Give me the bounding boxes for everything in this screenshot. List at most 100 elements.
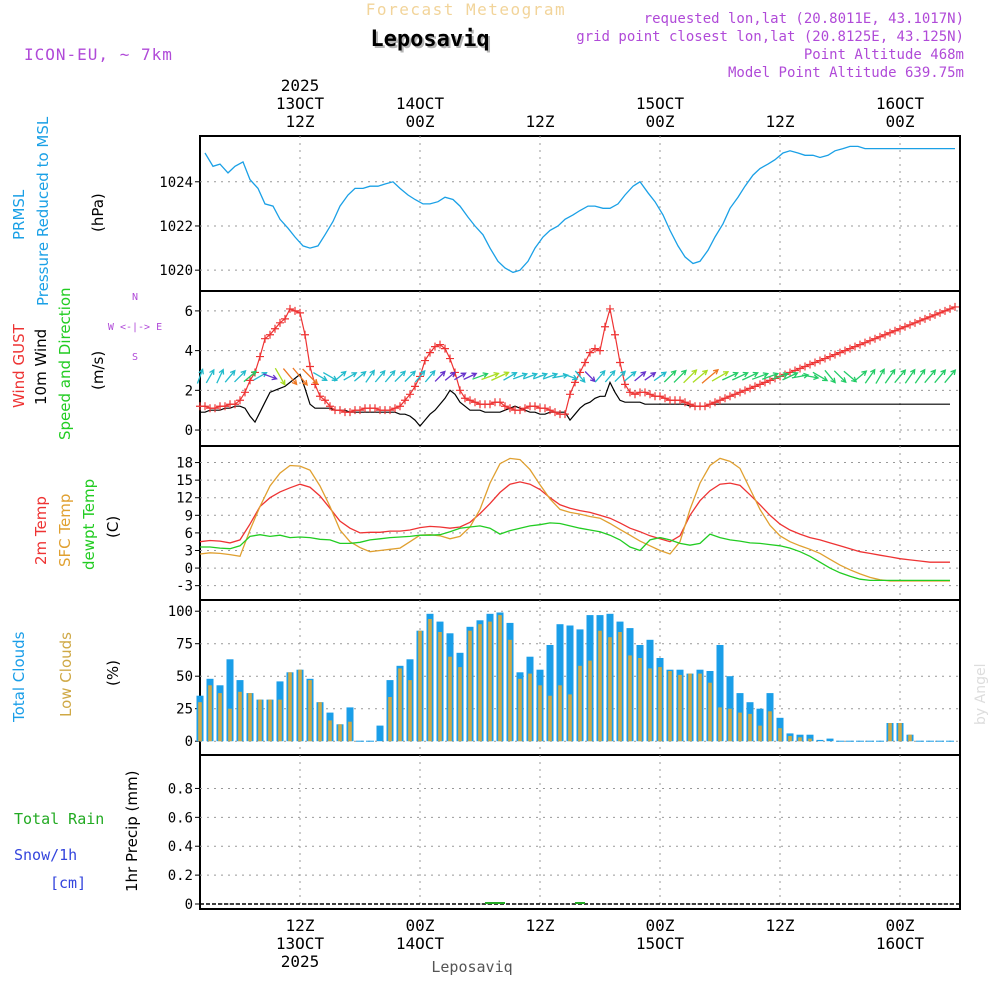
wind-arrow — [653, 371, 667, 382]
gust-marker — [756, 380, 764, 389]
wind-arrow — [604, 369, 616, 383]
wind-arrow — [683, 369, 698, 384]
wind-arrow — [562, 373, 579, 381]
gust-marker — [401, 396, 409, 405]
wind-arrow — [196, 368, 204, 384]
gust-marker — [686, 400, 694, 409]
bottom-time-label: 12Z — [286, 916, 315, 935]
wind-arrow — [374, 369, 386, 383]
y-tick-label: 18 — [176, 456, 193, 472]
y-tick-label: 1020 — [159, 263, 193, 279]
wind-arrow — [904, 368, 916, 384]
gust-marker — [901, 322, 909, 331]
y-tick-label: 0 — [185, 423, 193, 439]
low-cloud-bar — [438, 632, 442, 742]
wind-speed-line — [200, 373, 950, 428]
gust-marker — [421, 356, 429, 365]
gust-marker — [561, 410, 569, 419]
temp-line-2m-temp — [199, 481, 950, 563]
total-cloud-bar — [826, 738, 834, 742]
low-cloud-bar — [678, 674, 682, 742]
gust-marker — [406, 390, 414, 399]
gust-marker — [766, 376, 774, 385]
speed-dir-label: Speed and Direction — [56, 287, 74, 440]
gust-marker — [716, 396, 724, 405]
low-cloud-bar — [708, 682, 712, 742]
gust-marker — [541, 404, 549, 413]
low-cloud-bar — [518, 678, 522, 742]
gust-marker — [516, 406, 524, 415]
gust-marker — [391, 404, 399, 413]
gust-marker — [461, 394, 469, 403]
low-cloud-bar — [508, 639, 512, 742]
gridpoint-coords: grid point closest lon,lat (20.8125E, 43… — [576, 29, 964, 45]
cloud-labels: Total Clouds Low Clouds (%) — [10, 631, 122, 723]
gust-marker — [951, 302, 959, 311]
wind-arrow — [761, 372, 780, 380]
gust-marker — [726, 392, 734, 401]
low-cloud-bar — [538, 685, 542, 742]
low-cloud-bar — [448, 656, 452, 742]
bottom-time-label: 00Z — [886, 916, 915, 935]
top-time-label: 15OCT — [636, 94, 685, 113]
low-cloud-bar — [668, 671, 672, 742]
low-cloud-bar — [198, 702, 202, 742]
wind-arrow — [481, 371, 500, 381]
cloud-ylabel: (%) — [104, 660, 122, 686]
wind-arrow — [292, 367, 308, 386]
gust-marker — [606, 304, 614, 313]
gust-marker — [741, 386, 749, 395]
temp-line-sfc-temp — [199, 457, 950, 582]
low-cloud-bar — [898, 723, 902, 742]
gust-marker — [566, 390, 574, 399]
total-cloud-bar — [756, 708, 764, 742]
low-cloud-bar — [418, 630, 422, 742]
gust-marker — [886, 328, 894, 337]
gust-marker — [826, 352, 834, 361]
wind-arrow — [864, 368, 876, 384]
wind-arrow — [224, 369, 236, 383]
gust-marker — [501, 402, 509, 411]
top-time-label: 00Z — [406, 112, 435, 131]
wind-arrow — [934, 369, 947, 384]
gust-marker — [446, 354, 454, 363]
gust-marker — [931, 310, 939, 319]
low-cloud-bar — [588, 660, 592, 742]
compass-we: W <-|-> E — [108, 322, 162, 333]
gust-marker — [211, 404, 219, 413]
gust-marker — [431, 342, 439, 351]
wind-arrow — [322, 372, 338, 381]
precip-labels: Total Rain Snow/1h [cm] 1hr Precip (mm) — [14, 771, 141, 892]
gust-marker — [441, 344, 449, 353]
gust-marker — [661, 394, 669, 403]
low-cloud-bar — [748, 713, 752, 742]
low-cloud-bar — [258, 699, 262, 742]
low-cloud-bar — [498, 615, 502, 742]
gust-marker — [471, 398, 479, 407]
total-rain-label: Total Rain — [14, 810, 104, 828]
dewpt-label: dewpt Temp — [80, 479, 98, 570]
wind-arrow — [343, 372, 358, 381]
wind-arrow — [751, 372, 770, 380]
wind-arrow — [243, 370, 258, 383]
low-cloud-bar — [788, 736, 792, 742]
gust-marker — [506, 404, 514, 413]
low-clouds-label: Low Clouds — [57, 632, 75, 717]
total-cloud-bar — [556, 624, 564, 742]
bottom-time-label: 12Z — [766, 916, 795, 935]
bottom-time-label: 2025 — [281, 952, 320, 971]
low-cloud-bar — [288, 672, 292, 742]
y-tick-label: 0.6 — [168, 810, 193, 826]
low-cloud-bar — [798, 737, 802, 742]
low-cloud-bar — [398, 668, 402, 742]
low-cloud-bar — [648, 668, 652, 742]
gust-marker — [866, 336, 874, 345]
gust-marker — [751, 382, 759, 391]
gust-marker — [396, 402, 404, 411]
low-cloud-bar — [298, 669, 302, 742]
bottom-time-label: 13OCT — [276, 934, 325, 953]
wind-arrow — [782, 371, 799, 381]
wind-arrow — [404, 370, 417, 383]
gust-marker — [426, 348, 434, 357]
wind-arrow — [491, 371, 510, 381]
